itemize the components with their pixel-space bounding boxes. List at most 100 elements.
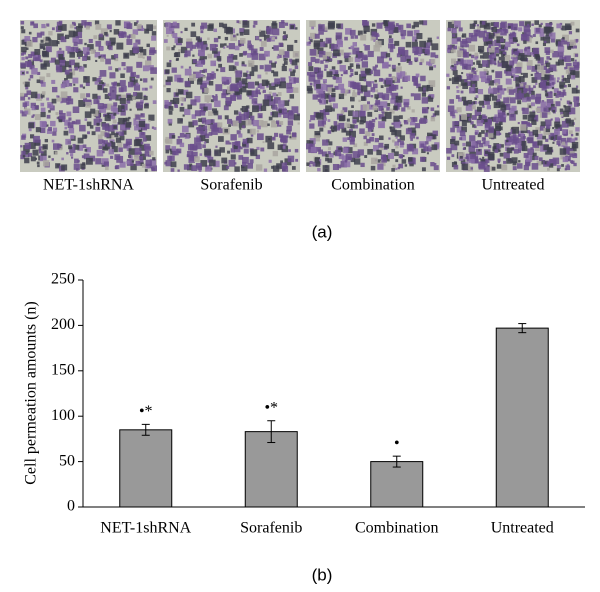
cell <box>373 45 380 52</box>
cell <box>224 43 227 46</box>
cell <box>58 53 64 59</box>
cell <box>357 52 364 59</box>
cell <box>465 161 469 165</box>
cell <box>124 54 128 58</box>
cell <box>446 73 450 77</box>
cell <box>95 23 102 30</box>
cell <box>552 50 559 58</box>
cell <box>501 61 509 68</box>
cell <box>461 120 467 127</box>
cell <box>100 57 105 62</box>
cell <box>374 94 379 99</box>
cell <box>66 72 73 79</box>
cell <box>479 157 482 160</box>
cell <box>475 29 479 33</box>
cell <box>569 150 575 156</box>
cell <box>180 65 184 69</box>
cell <box>172 97 180 105</box>
cell <box>287 113 295 120</box>
cell <box>344 55 351 63</box>
cell <box>97 85 103 90</box>
cell <box>568 130 573 135</box>
cell <box>356 64 361 69</box>
cell <box>149 47 156 53</box>
cell <box>140 99 144 104</box>
cell <box>472 124 476 128</box>
cell <box>184 68 192 76</box>
panel-caption: (a) <box>312 222 333 241</box>
cell <box>465 64 472 70</box>
cell <box>28 78 31 81</box>
cell <box>321 151 327 157</box>
cell <box>271 62 277 68</box>
cell <box>397 138 401 143</box>
cell <box>531 163 539 170</box>
cell <box>482 141 486 145</box>
cell <box>105 58 111 65</box>
cell <box>76 50 83 57</box>
cell <box>45 36 50 41</box>
cell <box>564 105 571 113</box>
cell <box>212 95 218 101</box>
cell <box>59 24 67 31</box>
cell <box>544 40 547 44</box>
cell <box>561 75 565 78</box>
cell <box>140 141 144 145</box>
cell <box>282 145 286 149</box>
cell <box>152 157 156 161</box>
cell <box>506 112 510 116</box>
cell <box>274 36 278 40</box>
cell <box>486 105 491 110</box>
cell <box>261 120 268 128</box>
cell <box>113 29 120 35</box>
cell <box>363 30 367 34</box>
cell <box>372 105 378 111</box>
cell <box>545 81 550 86</box>
cell <box>447 105 455 112</box>
cell <box>76 25 83 33</box>
cell <box>497 160 501 164</box>
cell <box>555 94 559 98</box>
cell <box>545 23 552 30</box>
cell <box>474 132 478 136</box>
cell <box>239 28 245 34</box>
cell <box>267 142 275 150</box>
y-tick-label: 0 <box>67 498 75 515</box>
cell <box>197 76 203 82</box>
cell <box>513 148 519 154</box>
y-tick-label: 100 <box>51 407 75 424</box>
cell <box>238 155 244 160</box>
cell <box>22 102 28 107</box>
cell <box>518 150 522 153</box>
cell <box>334 124 341 131</box>
cell <box>187 104 193 110</box>
cell <box>283 61 288 65</box>
cell <box>548 107 552 111</box>
cell <box>529 111 536 118</box>
cell <box>521 97 527 103</box>
cell <box>65 138 72 145</box>
cell <box>398 163 404 169</box>
cell <box>561 56 567 62</box>
cell <box>461 72 464 75</box>
cell <box>272 92 277 97</box>
cell <box>557 50 564 57</box>
cell <box>378 115 381 118</box>
cell <box>25 84 28 87</box>
cell <box>481 21 486 25</box>
cell <box>337 46 340 50</box>
cell <box>473 75 479 81</box>
cell <box>400 71 406 77</box>
cell <box>460 90 464 94</box>
cell <box>90 49 96 54</box>
cell <box>67 122 74 128</box>
cell <box>373 69 381 77</box>
cell <box>571 141 579 149</box>
cell <box>376 22 383 29</box>
cell <box>343 69 348 75</box>
cell <box>242 138 248 145</box>
cell <box>26 40 33 47</box>
cell <box>552 109 555 113</box>
cell <box>352 111 359 118</box>
